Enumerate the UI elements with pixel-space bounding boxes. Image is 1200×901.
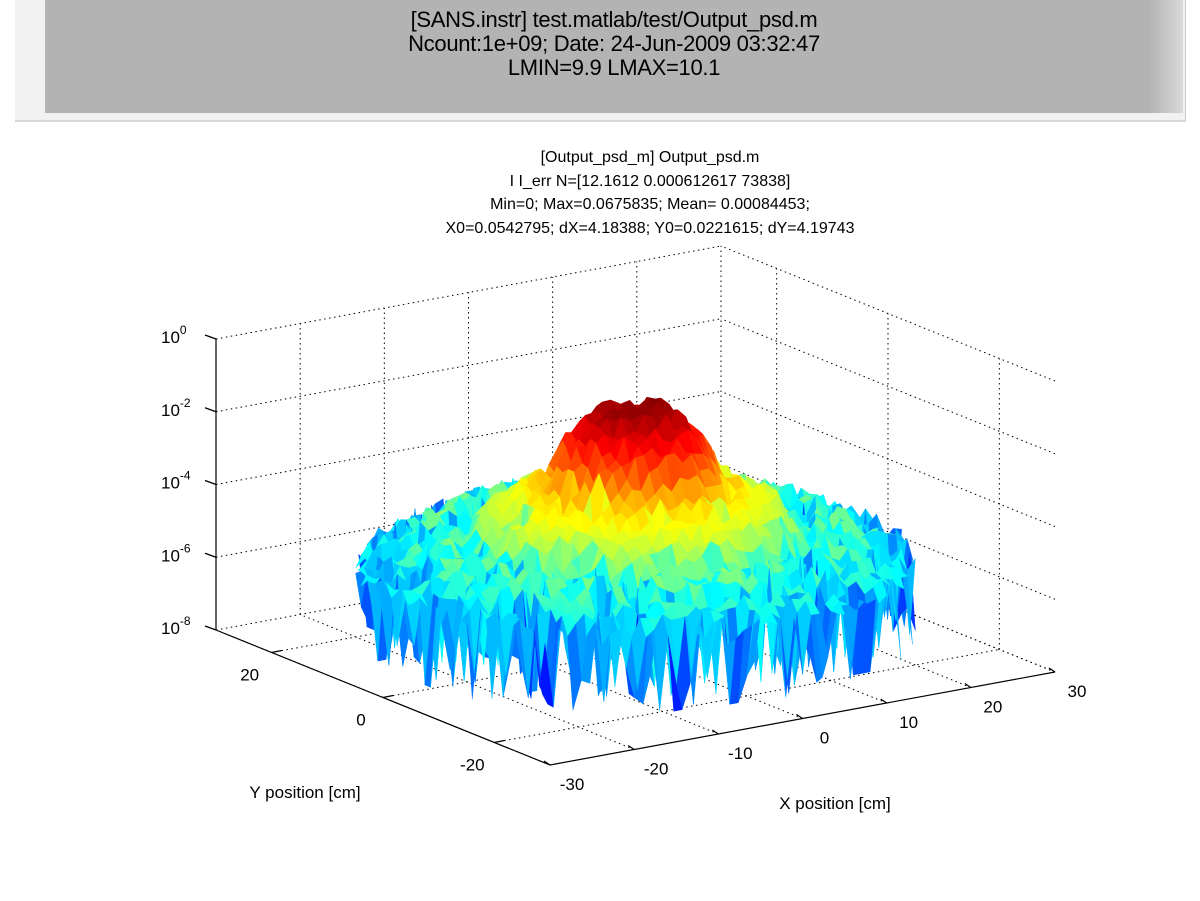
x-tick-label: 10 xyxy=(899,713,918,732)
surface-facet xyxy=(581,621,596,684)
surface-facet xyxy=(567,623,582,711)
surface-facet xyxy=(595,621,610,702)
floor-gridline-y xyxy=(494,649,1000,743)
z-tick xyxy=(204,625,217,631)
z-tick-base: 10 xyxy=(161,328,180,347)
surface-facet xyxy=(667,636,683,712)
z-tick-label: 100 xyxy=(161,323,187,347)
x-tick-label: -10 xyxy=(728,744,753,763)
back-wall-gridline-z xyxy=(215,463,722,558)
x-axis-title: X position [cm] xyxy=(779,794,891,813)
chart-title-line-1: [Output_psd_m] Output_psd.m xyxy=(540,149,760,166)
x-tick xyxy=(627,745,635,750)
z-tick-exponent: -8 xyxy=(180,614,191,628)
z-tick-exponent: 0 xyxy=(180,323,187,337)
surface-facet xyxy=(690,620,705,683)
surface-facet xyxy=(721,617,736,705)
chart-title-line-4: X0=0.0542795; dX=4.18388; Y0=0.0221615; … xyxy=(445,219,855,237)
back-wall-gridline-z xyxy=(215,536,722,631)
z-tick-label: 10-6 xyxy=(161,541,191,565)
header-line-lambda: LMIN=9.9 LMAX=10.1 xyxy=(507,55,721,80)
y-tick xyxy=(494,739,505,744)
tick-labels: 10010-210-410-610-8-20020-30-20-10010203… xyxy=(161,323,1086,794)
right-wall-gridline-z xyxy=(720,318,1056,455)
x-tick xyxy=(1048,667,1056,673)
chart-title-line-3: Min=0; Max=0.0675835; Mean= 0.00084453; xyxy=(490,196,810,213)
y-tick-label: 0 xyxy=(356,711,365,730)
z-tick-label: 10-8 xyxy=(161,614,191,638)
x-tick-label: 30 xyxy=(1068,682,1087,701)
x-tick-label: 0 xyxy=(820,729,829,748)
surface-facet xyxy=(486,612,501,699)
header-frame: [SANS.instr] test.matlab/test/Output_psd… xyxy=(15,0,1186,122)
surface-facet xyxy=(505,617,521,675)
z-tick-label: 10-2 xyxy=(161,396,191,420)
x-tick xyxy=(796,714,803,719)
y-tick-label: 20 xyxy=(240,666,259,685)
floor-gridline-y xyxy=(382,604,889,698)
surface-facet xyxy=(519,618,535,698)
chart-title-line-2: I I_err N=[12.1612 0.000612617 73838] xyxy=(509,172,791,190)
surface xyxy=(355,396,916,712)
right-wall-gridline-z xyxy=(720,245,1056,382)
z-tick-exponent: -2 xyxy=(180,396,191,410)
axes xyxy=(204,334,1056,766)
surface-facet xyxy=(645,629,660,711)
z-tick-exponent: -6 xyxy=(180,541,191,555)
surface-facet xyxy=(539,643,554,708)
z-tick-exponent: -4 xyxy=(180,469,191,483)
x-tick-label: 20 xyxy=(983,698,1002,717)
x-tick xyxy=(964,683,972,688)
header-line-ncount-date: Ncount:1e+09; Date: 24-Jun-2009 03:32:47 xyxy=(408,31,820,56)
floor-gridline-y xyxy=(271,559,777,653)
x-tick xyxy=(712,729,719,735)
surface-facet xyxy=(631,617,646,691)
back-wall-gridline-z xyxy=(215,391,722,485)
surface-facet xyxy=(609,623,624,688)
y-tick-label: -20 xyxy=(460,756,485,775)
right-wall-gridline-z xyxy=(720,391,1056,527)
surface-facet xyxy=(553,615,568,708)
back-wall-gridline-z xyxy=(215,245,722,340)
back-wall-gridline-z xyxy=(215,318,722,413)
header-line-instrument: [SANS.instr] test.matlab/test/Output_psd… xyxy=(410,7,818,32)
z-tick-base: 10 xyxy=(161,546,180,565)
x-tick xyxy=(543,760,551,766)
surface-facet xyxy=(466,609,481,700)
x-tick-label: -20 xyxy=(644,760,669,779)
z-tick xyxy=(204,552,217,558)
z-tick-label: 10-4 xyxy=(161,469,191,493)
y-tick xyxy=(271,649,282,654)
x-tick-label: -30 xyxy=(560,775,585,794)
z-tick xyxy=(204,407,217,413)
x-tick xyxy=(880,698,887,704)
header-info-box: [SANS.instr] test.matlab/test/Output_psd… xyxy=(45,0,1183,113)
z-tick xyxy=(204,334,217,340)
y-axis-title: Y position [cm] xyxy=(249,783,360,802)
z-tick-base: 10 xyxy=(161,619,180,638)
y-tick xyxy=(382,694,394,699)
z-tick-base: 10 xyxy=(161,401,180,420)
z-tick-base: 10 xyxy=(161,474,180,493)
chart-title: [Output_psd_m] Output_psd.m I I_err N=[1… xyxy=(300,146,1000,240)
surface-facet xyxy=(441,610,456,671)
z-tick xyxy=(204,479,217,486)
